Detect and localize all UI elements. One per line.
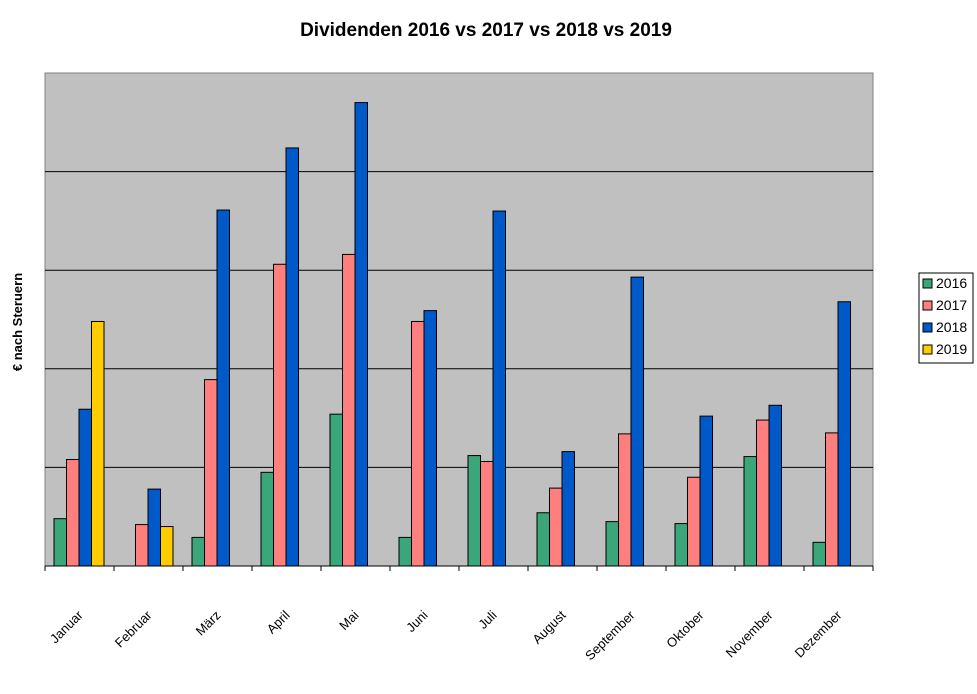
bar-2017-April <box>273 263 287 567</box>
bar-2017-Juli <box>480 460 494 567</box>
legend-swatch-2019 <box>922 344 933 355</box>
bar-2018-März <box>216 209 230 567</box>
bar-2017-November <box>756 419 770 567</box>
legend-swatch-2018 <box>922 322 933 333</box>
x-tick-label: Dezember <box>792 607 845 660</box>
bar-2016-November <box>743 456 757 567</box>
bar-2018-April <box>285 147 299 567</box>
bar-2016-Juli <box>467 455 481 567</box>
legend-swatch-2017 <box>922 300 933 311</box>
x-tick-label: August <box>529 607 568 646</box>
bar-2018-Mai <box>354 102 368 567</box>
bar-2017-Oktober <box>687 476 701 567</box>
bar-2016-Juni <box>398 536 412 567</box>
bar-2017-Februar <box>135 524 149 567</box>
bar-2018-September <box>630 276 644 567</box>
x-tick-label: Februar <box>112 607 155 650</box>
legend: 2016 2017 2018 2019 <box>918 272 974 364</box>
bar-2018-November <box>768 404 782 567</box>
bar-2016-Dezember <box>812 541 826 567</box>
bar-2017-Mai <box>342 253 356 567</box>
bar-2016-Oktober <box>674 523 688 567</box>
legend-label-2017: 2017 <box>936 297 967 313</box>
legend-label-2016: 2016 <box>936 275 967 291</box>
bar-2017-Juni <box>411 320 425 567</box>
bar-2017-August <box>549 487 563 567</box>
bar-2018-Juli <box>492 210 506 567</box>
bar-2019-Januar <box>91 320 105 567</box>
bar-2016-April <box>260 471 274 567</box>
x-tick-label: Juni <box>403 607 431 635</box>
x-tick-label: März <box>193 608 224 639</box>
bar-2017-Januar <box>66 459 80 567</box>
legend-label-2018: 2018 <box>936 319 967 335</box>
bar-2016-Mai <box>329 413 343 567</box>
x-tick-label: Juli <box>475 607 499 631</box>
x-tick-label: April <box>264 607 293 636</box>
x-axis: Januar Februar März April Mai Juni Juli August S… <box>44 565 874 663</box>
bar-2018-Juni <box>423 310 437 567</box>
x-tick-label: Januar <box>47 607 86 646</box>
x-tick-label: Mai <box>336 607 361 632</box>
legend-label-2019: 2019 <box>936 341 967 357</box>
bar-2017-September <box>618 433 632 567</box>
x-tick-label: September <box>582 607 638 663</box>
bar-2016-März <box>191 536 205 567</box>
x-tick-label: Oktober <box>663 607 707 651</box>
bar-2018-August <box>561 451 575 567</box>
bar-2018-Januar <box>78 408 92 567</box>
bar-2016-September <box>605 521 619 567</box>
bar-2018-Dezember <box>837 301 851 567</box>
bar-2018-Februar <box>147 488 161 567</box>
gridlines <box>45 171 873 468</box>
bar-2017-März <box>204 379 218 567</box>
plot-area <box>44 72 874 567</box>
bar-2018-Oktober <box>699 415 713 567</box>
legend-swatch-2016 <box>922 278 933 289</box>
y-axis-label: € nach Steruern <box>10 273 25 371</box>
bar-2016-Januar <box>53 518 67 567</box>
bar-2017-Dezember <box>825 432 839 567</box>
x-tick-label: November <box>723 607 776 660</box>
bar-2019-Februar <box>160 526 174 567</box>
bar-2016-August <box>536 512 550 567</box>
chart-title: Dividenden 2016 vs 2017 vs 2018 vs 2019 <box>300 20 672 41</box>
